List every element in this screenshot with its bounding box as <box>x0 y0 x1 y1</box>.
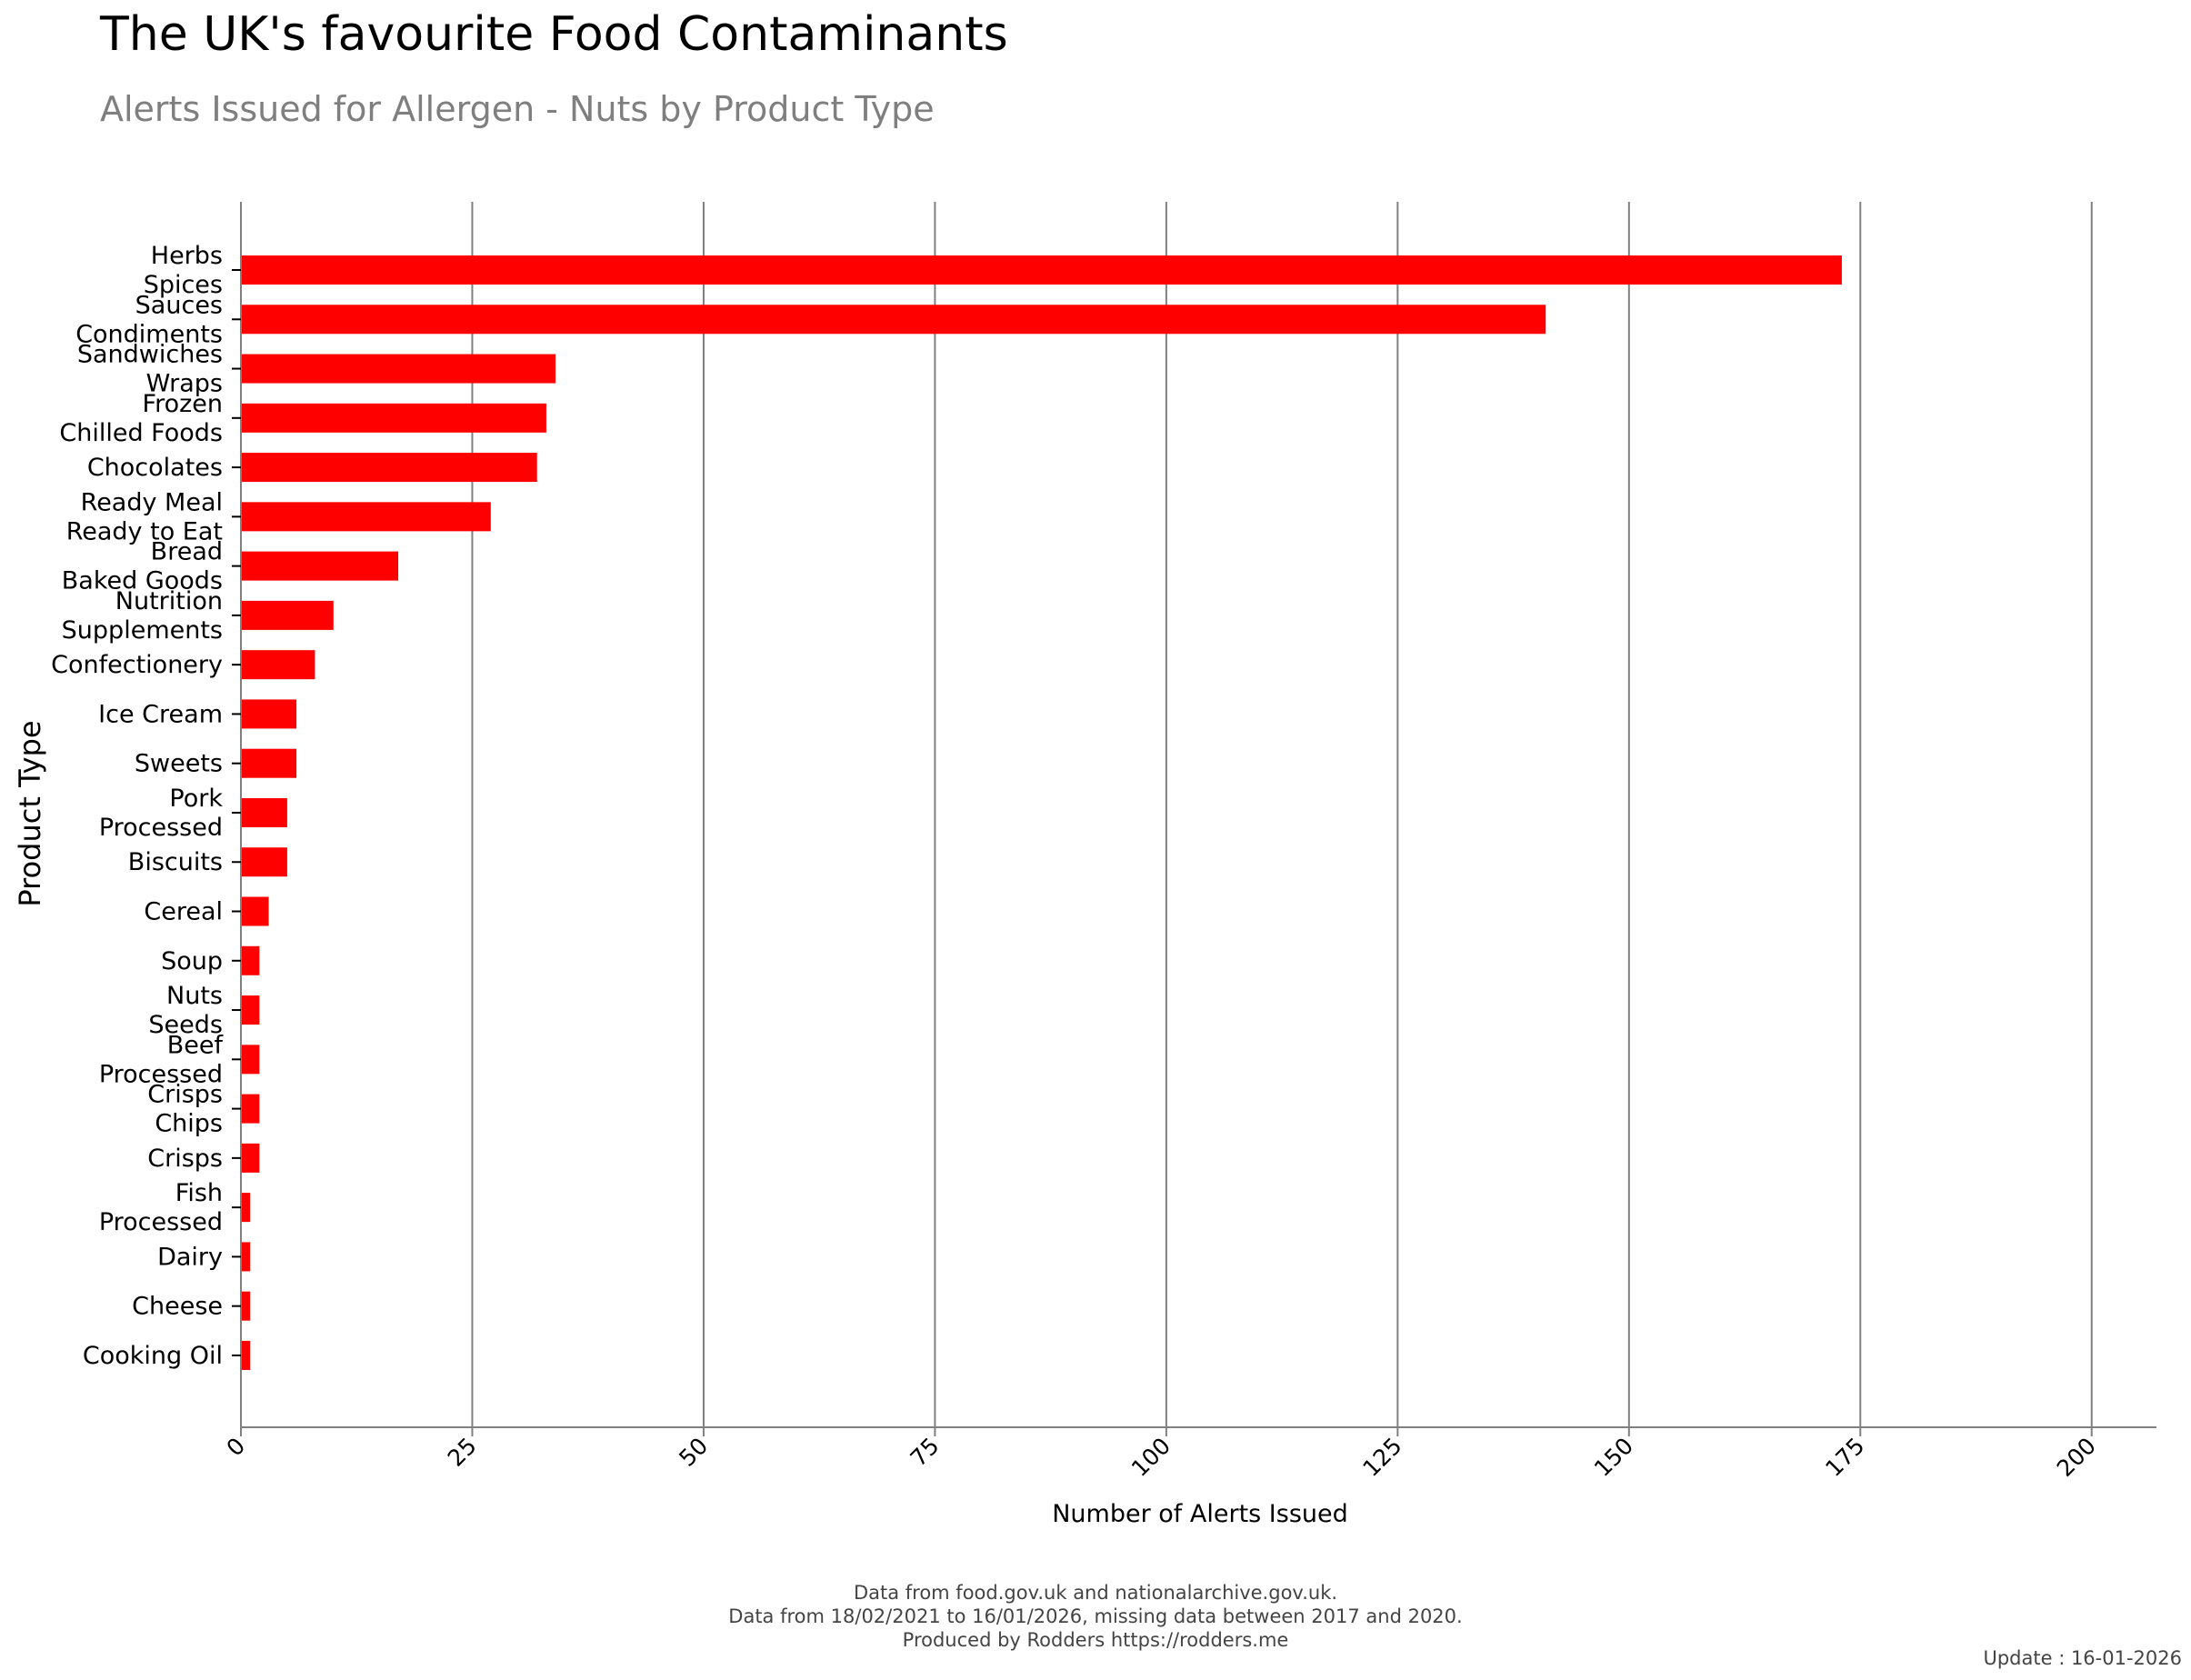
x-tick-label: 75 <box>905 1433 945 1472</box>
y-tick-label: Biscuits <box>128 848 223 876</box>
bar <box>241 551 399 581</box>
y-axis-title: Product Type <box>13 720 47 906</box>
bar <box>241 1045 260 1075</box>
bars <box>241 255 1842 1370</box>
gridlines <box>471 202 2093 1427</box>
y-tick-label: Ice Cream <box>98 700 223 728</box>
bar <box>241 305 1546 335</box>
y-tick-label: Bread Baked Goods <box>62 538 223 595</box>
bar <box>241 995 260 1025</box>
footer-date-range: Data from 18/02/2021 to 16/01/2026, miss… <box>728 1605 1463 1627</box>
bar <box>241 1340 251 1370</box>
x-axis: 0 25 50 75 100 125 150 175 200 <box>221 1426 2156 1482</box>
bar <box>241 797 287 827</box>
y-tick-label: Sweets <box>135 750 223 778</box>
chart-subtitle: Alerts Issued for Allergen - Nuts by Pro… <box>100 89 935 129</box>
bar <box>241 945 260 975</box>
x-tick-label: 100 <box>1126 1433 1176 1482</box>
bar <box>241 600 334 630</box>
y-tick-label: Dairy <box>157 1243 223 1271</box>
x-tick-label: 200 <box>2052 1433 2101 1482</box>
bar <box>241 354 556 384</box>
chart-title: The UK's favourite Food Contaminants <box>100 7 1008 62</box>
bar <box>241 1193 251 1223</box>
x-tick-label: 175 <box>1820 1433 1869 1482</box>
bar <box>241 699 297 729</box>
y-tick-label: Herbs Spices <box>144 242 223 299</box>
bar <box>241 847 287 877</box>
y-tick-label: Cooking Oil <box>83 1342 223 1370</box>
y-tick-label: Confectionery <box>51 651 223 679</box>
x-tick-label: 125 <box>1357 1433 1406 1482</box>
y-tick-label: Nutrition Supplements <box>62 587 223 645</box>
bar <box>241 650 315 680</box>
bar <box>241 748 297 778</box>
bar <box>241 453 537 483</box>
bar <box>241 896 269 926</box>
y-tick-label: Crisps Chips <box>147 1081 223 1138</box>
y-tick-label: Cheese <box>132 1293 223 1321</box>
bar <box>241 255 1842 285</box>
y-tick-label: Beef Processed <box>99 1031 225 1088</box>
y-tick-label: Pork Processed <box>99 785 224 842</box>
x-tick-label: 25 <box>443 1433 482 1472</box>
y-tick-label: Fish Processed <box>99 1179 223 1236</box>
y-tick-label: Cereal <box>144 898 223 926</box>
y-tick-label: Chocolates <box>87 454 223 482</box>
footer-source: Data from food.gov.uk and nationalarchiv… <box>853 1582 1338 1604</box>
update-date: Update : 16-01-2026 <box>1983 1647 2182 1669</box>
x-tick-label: 150 <box>1589 1433 1638 1482</box>
y-tick-label: Soup <box>161 947 223 975</box>
bar <box>241 1242 251 1272</box>
y-tick-label: Crisps <box>147 1145 223 1173</box>
bar <box>241 403 546 433</box>
footer-credit: Produced by Rodders https://rodders.me <box>902 1629 1289 1651</box>
x-axis-title: Number of Alerts Issued <box>1052 1500 1348 1528</box>
y-tick-label: Sandwiches Wraps <box>77 341 223 398</box>
y-tick-label: Ready Meal Ready to Eat <box>66 488 223 545</box>
x-tick-label: 50 <box>674 1433 713 1472</box>
bar <box>241 502 491 532</box>
bar <box>241 1143 260 1173</box>
bar <box>241 1094 260 1124</box>
y-tick-label: Frozen Chilled Foods <box>59 390 223 447</box>
bar <box>241 1291 251 1321</box>
x-tick-label: 0 <box>221 1433 250 1462</box>
y-tick-label: Sauces Condiments <box>75 291 223 348</box>
y-tick-label: Nuts Seeds <box>148 982 223 1039</box>
